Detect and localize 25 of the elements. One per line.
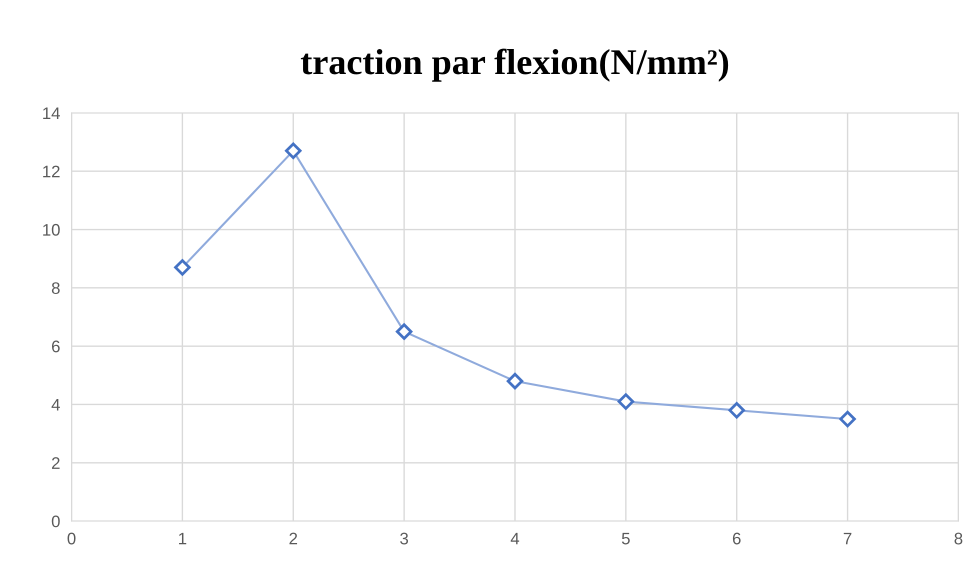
- y-tick-label: 12: [43, 166, 60, 178]
- point: [174, 259, 191, 276]
- point: [728, 402, 745, 419]
- x-tick-label: 0: [68, 532, 76, 544]
- x-tick-label: 6: [732, 532, 741, 544]
- x-tick-label: 1: [179, 532, 186, 544]
- y-tick-label: 0: [52, 516, 60, 528]
- y-tick-label: 6: [52, 340, 60, 352]
- x-tick-label: 2: [289, 532, 298, 544]
- point: [839, 410, 856, 428]
- y-tick-label: 4: [52, 399, 60, 411]
- point: [506, 372, 524, 390]
- point: [396, 323, 412, 340]
- y-tick-label: 8: [52, 282, 60, 294]
- y-tick-label: 14: [43, 107, 60, 119]
- y-tick-label: 10: [43, 224, 60, 236]
- x-tick-label: 8: [954, 532, 962, 544]
- x-tick-label: 7: [844, 532, 852, 544]
- x-tick-label: 3: [400, 532, 408, 544]
- point: [618, 393, 634, 410]
- x-tick-label: 4: [510, 532, 520, 544]
- point: [285, 142, 302, 160]
- chart-title: traction par flexion(N/mm²): [300, 48, 728, 82]
- y-tick-label: 2: [52, 457, 60, 469]
- x-tick-label: 5: [622, 532, 630, 544]
